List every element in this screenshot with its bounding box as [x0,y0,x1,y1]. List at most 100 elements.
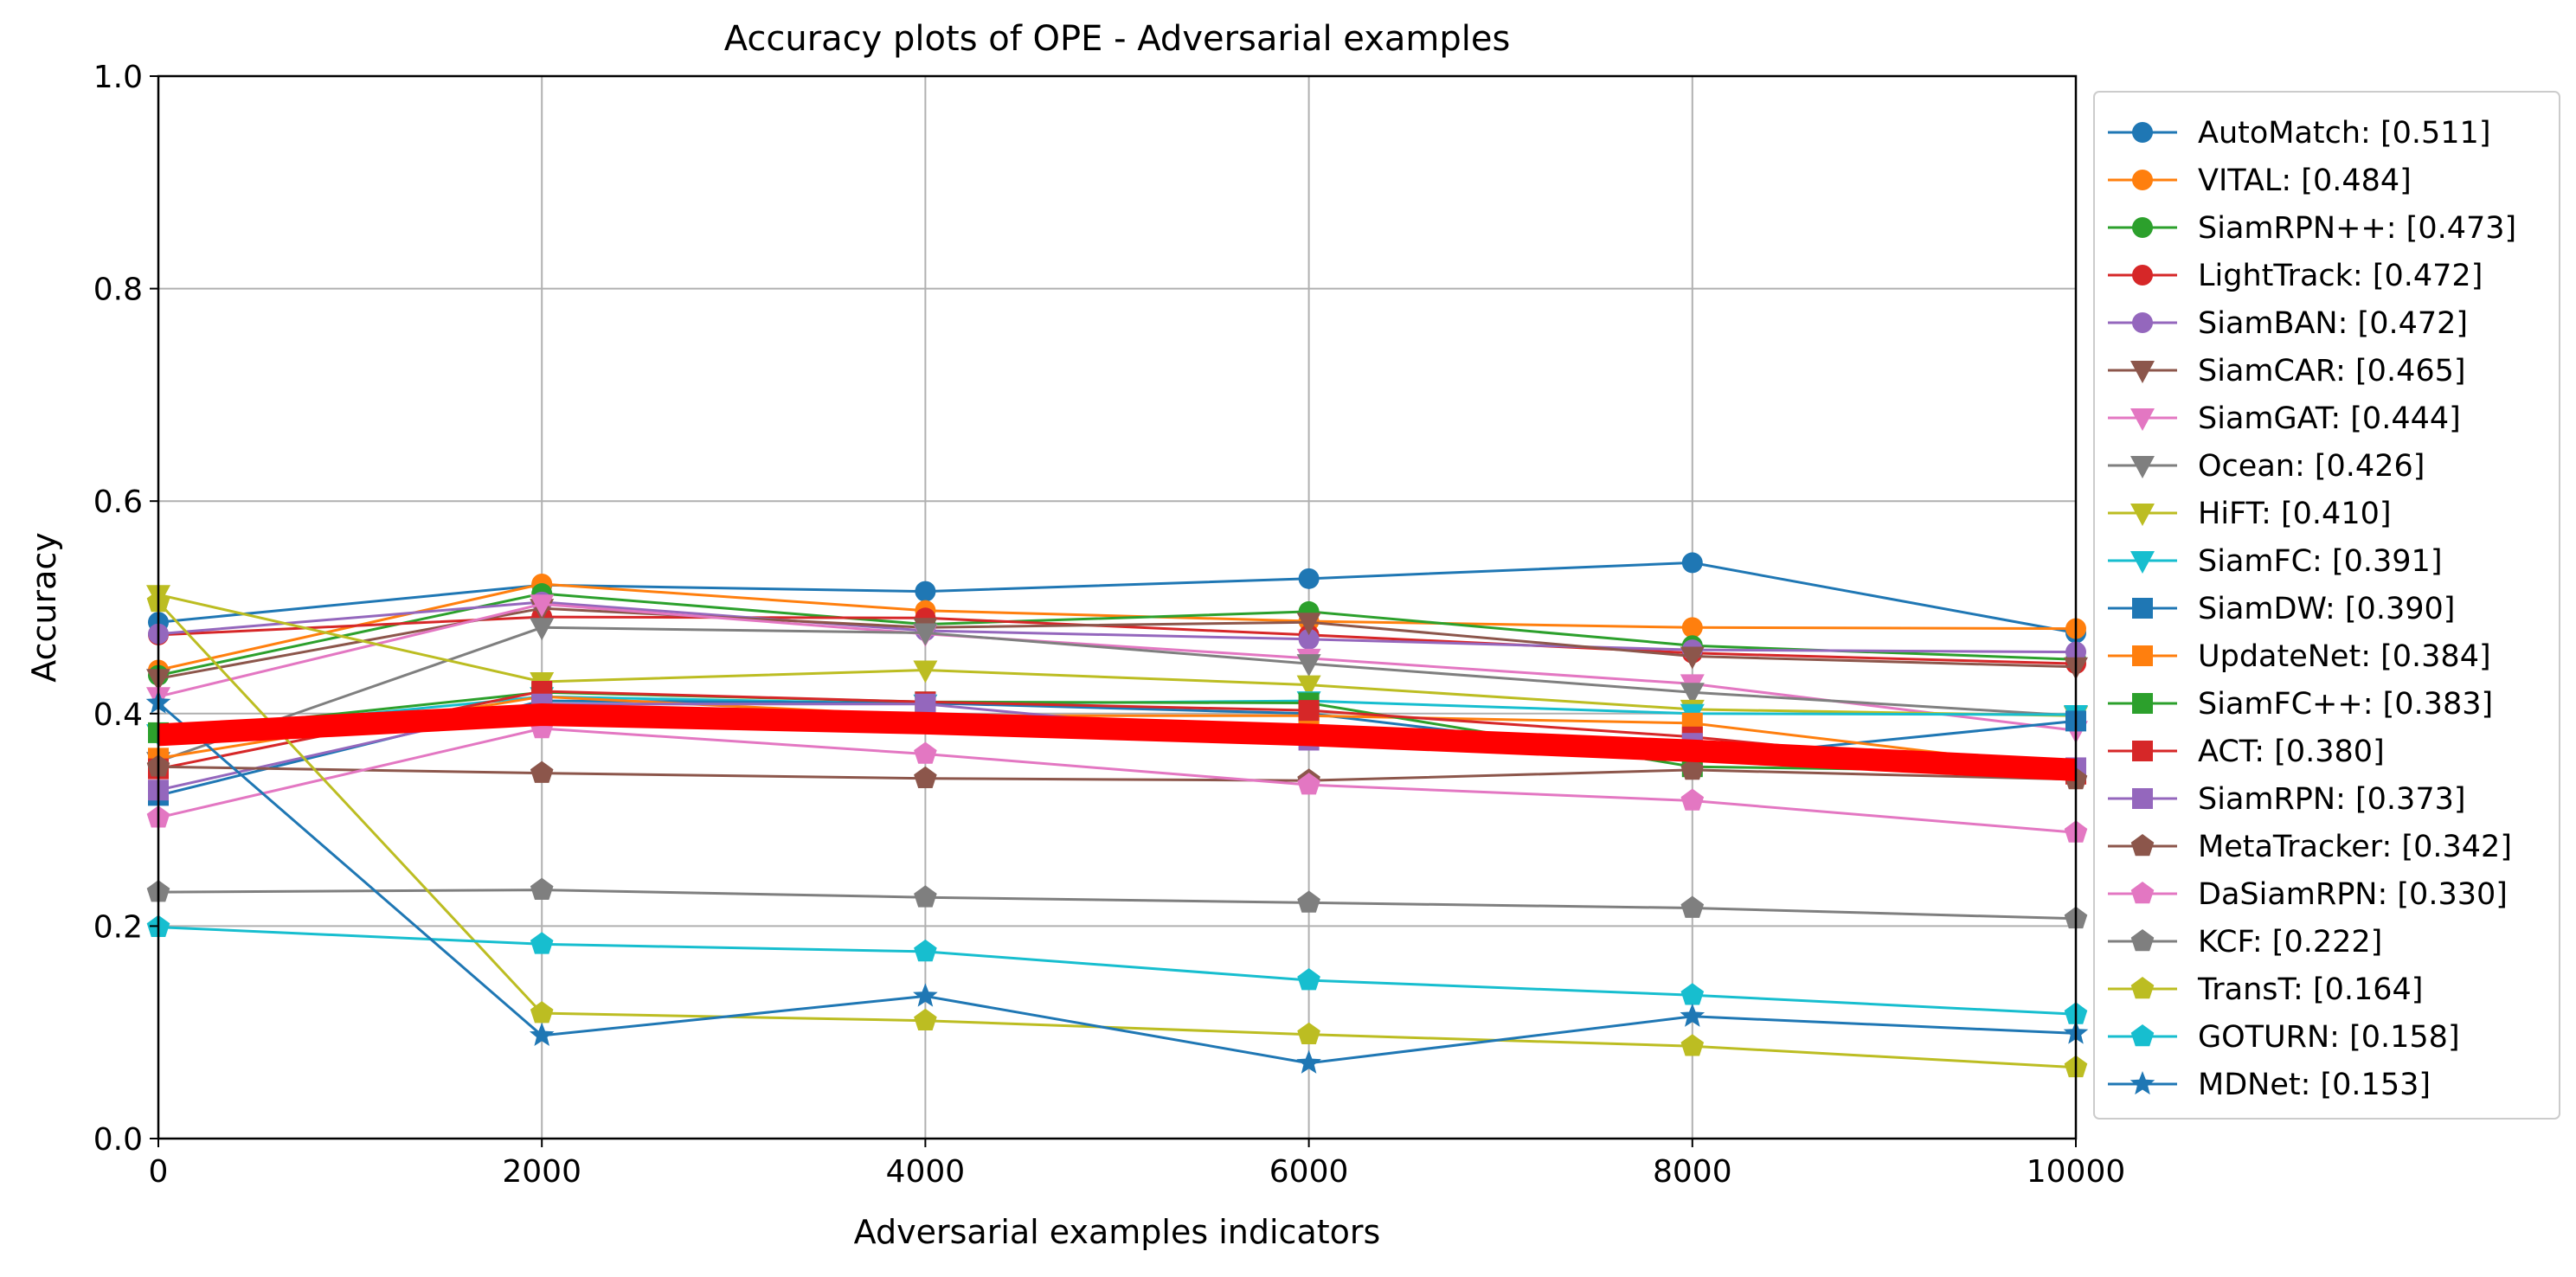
axis-ticks: 0 2000 4000 6000 8000 10000 0.0 0.2 0.4 0.6 0.8 1.0 [93,60,2126,1190]
legend-item: SiamGAT: [0.444] [2108,401,2461,436]
series-line [157,889,2077,921]
data-point [915,581,936,602]
data-point [1680,1034,1705,1056]
series-layer [145,552,2089,1078]
data-point [1296,675,1321,698]
legend-marker [2130,456,2155,478]
legend-item: HiFT: [0.410] [2108,497,2392,531]
y-axis-label: Accuracy [25,532,63,683]
legend-item: SiamFC++: [0.383] [2108,687,2493,722]
legend-label: AutoMatch: [0.511] [2198,116,2490,151]
legend-marker [2130,929,2155,952]
data-point [914,766,937,788]
series-line [157,626,2077,763]
data-point [914,885,937,908]
data-point [913,660,938,683]
data-point [530,1001,554,1024]
legend-item: AutoMatch: [0.511] [2108,116,2490,151]
data-point [1298,568,1320,589]
data-point [1680,895,1705,918]
data-point [529,1022,555,1046]
data-point [913,983,938,1007]
legend-label: ACT: [0.380] [2198,735,2385,769]
legend-label: DaSiamRPN: [0.330] [2198,877,2508,912]
data-point [913,623,938,646]
data-point [1680,757,1705,780]
legend-marker [2130,408,2155,431]
legend-label: SiamFC: [0.391] [2198,544,2442,579]
legend-item: GOTURN: [0.158] [2108,1020,2460,1055]
series-line [157,765,2077,782]
data-point [1296,654,1321,677]
legend-label: SiamBAN: [0.472] [2198,306,2468,341]
legend-item: TransT: [0.164] [2108,972,2423,1007]
legend-marker [2132,693,2153,714]
x-tick-label: 8000 [1653,1154,1732,1190]
legend-marker [2130,882,2155,904]
legend-item: SiamCAR: [0.465] [2108,354,2466,388]
series-line [157,561,2077,634]
legend-item: SiamRPN: [0.373] [2108,782,2466,817]
legend-label: SiamFC++: [0.383] [2198,687,2493,722]
legend-marker [2132,265,2153,286]
legend-box [2093,91,2560,1120]
legend-marker [2132,312,2153,333]
data-point [1681,617,1703,638]
legend-item: SiamFC: [0.391] [2108,544,2442,579]
data-point [530,932,554,954]
legend-label: SiamRPN++: [0.473] [2198,211,2516,246]
legend-marker [2130,1071,2155,1095]
legend-marker [2130,1024,2155,1047]
legend-marker [2130,504,2155,526]
legend-label: MetaTracker: [0.342] [2198,830,2512,864]
series-line [157,702,2077,1065]
data-point [914,741,937,764]
y-tick-label: 0.6 [93,484,143,520]
legend-label: SiamRPN: [0.373] [2198,782,2466,817]
legend-marker [2130,834,2155,857]
legend-marker [2132,217,2153,238]
data-point [914,939,937,962]
series-line [157,690,2077,773]
legend-marker [2132,788,2153,809]
legend-item: SiamDW: [0.390] [2108,592,2455,626]
plot-frame [157,74,2078,1140]
legend-item: ACT: [0.380] [2108,735,2385,769]
legend-item: MetaTracker: [0.342] [2108,830,2512,864]
y-tick-label: 0.0 [93,1122,143,1158]
legend-label: Ocean: [0.426] [2198,449,2425,484]
legend-label: SiamGAT: [0.444] [2198,401,2461,436]
legend-label: GOTURN: [0.158] [2198,1020,2460,1055]
legend-item: KCF: [0.222] [2108,925,2382,959]
data-point [1296,1049,1321,1074]
legend-marker [2130,551,2155,574]
legend-label: SiamDW: [0.390] [2198,592,2455,626]
series-line [157,582,2077,671]
y-tick-label: 0.4 [93,697,143,733]
legend-marker [2132,170,2153,190]
x-tick-label: 4000 [886,1154,966,1190]
legend-label: TransT: [0.164] [2197,972,2423,1007]
legend-marker [2132,598,2153,619]
legend: AutoMatch: [0.511] VITAL: [0.484] SiamRPN+… [2093,91,2560,1120]
legend-marker [2132,741,2153,761]
data-point [1298,700,1320,722]
legend-label: VITAL: [0.484] [2198,164,2412,198]
data-point [1680,683,1705,706]
series-line [157,600,2077,1069]
data-point [530,877,554,900]
data-point [914,1008,937,1030]
data-point [1298,628,1320,650]
highlight-line [157,703,2077,781]
data-point [1680,1003,1706,1027]
data-point [1680,646,1705,670]
legend-item: DaSiamRPN: [0.330] [2108,877,2508,912]
legend-marker [2130,977,2155,999]
legend-marker [2130,361,2155,383]
legend-label: HiFT: [0.410] [2198,497,2392,531]
legend-label: LightTrack: [0.472] [2198,259,2483,293]
legend-label: UpdateNet: [0.384] [2198,639,2491,674]
series-line [157,727,2077,834]
legend-item: LightTrack: [0.472] [2108,259,2483,293]
